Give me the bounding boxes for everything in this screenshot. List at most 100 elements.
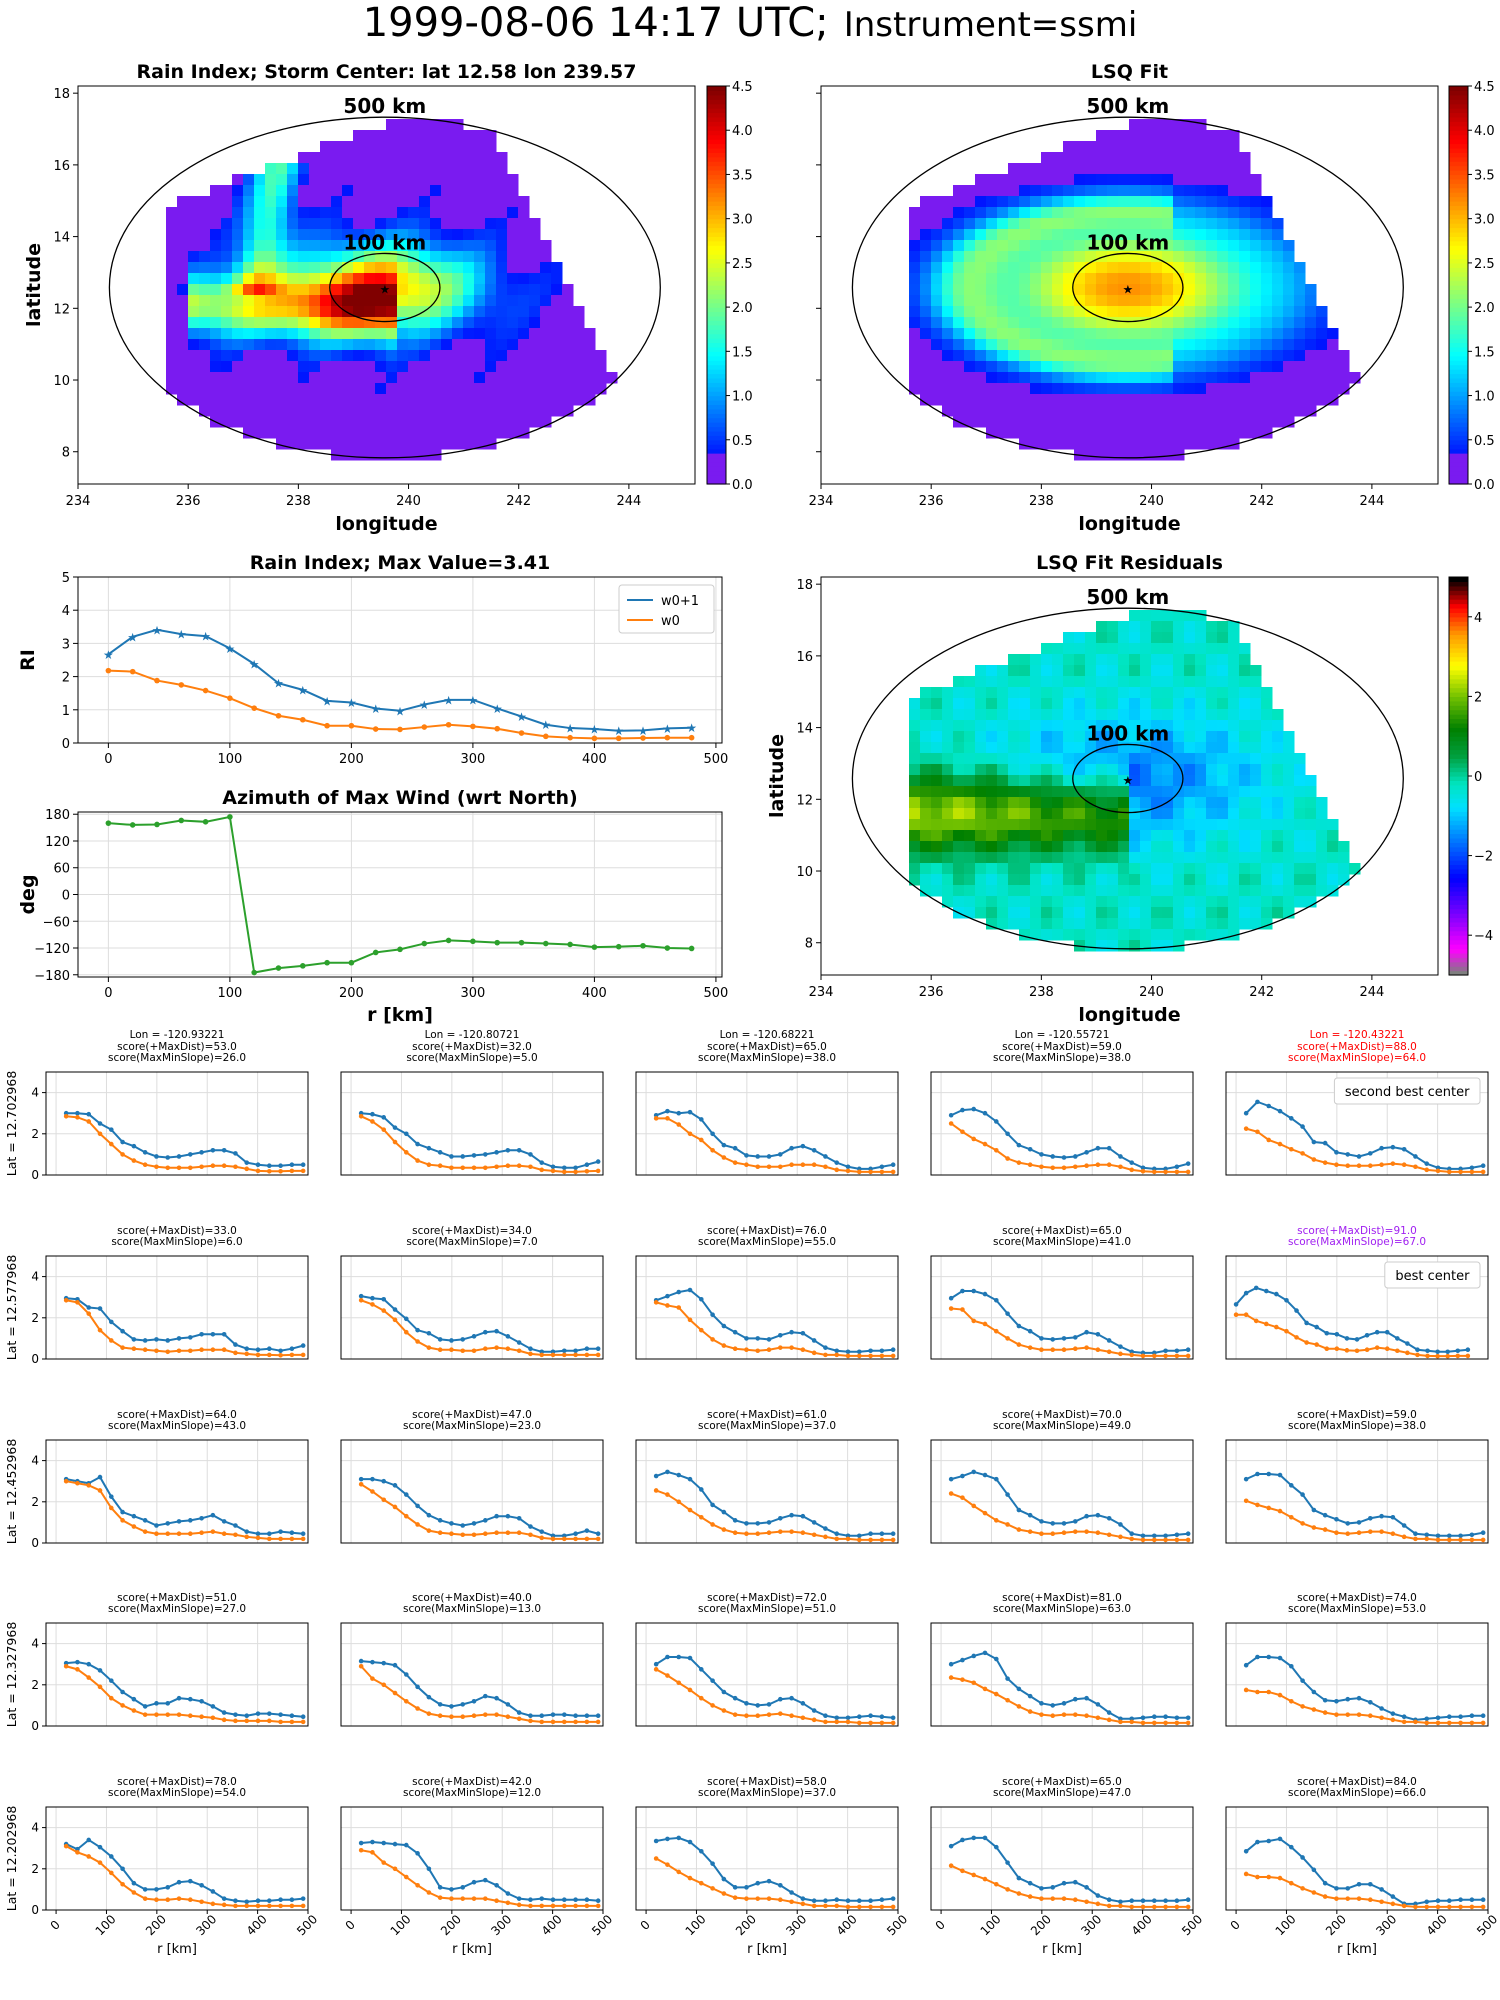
rain_index_profile-xtick-label: 400 <box>582 752 607 767</box>
grid-cell-point <box>857 1714 862 1720</box>
lsq_fit_residuals_map-cell <box>1217 654 1229 666</box>
lsq_fit_map-cell <box>1261 295 1273 307</box>
grid-cell-point <box>154 1154 159 1159</box>
rain_index_map-cell <box>551 339 563 351</box>
grid-cell-point <box>595 1168 601 1174</box>
lsq_fit_map-cell <box>1338 361 1350 373</box>
rain_index_map-cell <box>474 295 486 307</box>
lsq_fit_residuals_map-cell <box>1316 885 1328 897</box>
lsq_fit_map-cell <box>997 251 1009 263</box>
rain_index_map-cell <box>441 284 453 296</box>
lsq_fit_map-colorbar-step <box>1449 254 1468 260</box>
lsq_fit_residuals_map-cell <box>1239 665 1251 677</box>
lsq_fit_residuals_map-cell <box>1173 676 1185 688</box>
lsq_fit_map-cell <box>1129 207 1141 219</box>
rain_index_map-cell <box>166 328 178 340</box>
grid-cell-point <box>676 1305 682 1310</box>
rain_index_map-cell <box>243 306 255 318</box>
lsq_fit_residuals_map-xtick-label: 234 <box>809 985 834 1000</box>
lsq_fit_map-cell <box>1294 372 1306 384</box>
lsq_fit_map-cell <box>1096 152 1108 164</box>
grid-cell-point <box>960 1288 965 1294</box>
rain_index_profile-ytick-label: 2 <box>62 671 70 686</box>
lsq_fit_residuals_map-cell <box>1140 841 1152 853</box>
lsq_fit_residuals_map-cell <box>986 885 998 897</box>
rain_index_map-cell <box>452 185 464 197</box>
lsq_fit_residuals_map-cell <box>997 797 1009 809</box>
lsq_fit_map-cell <box>1283 350 1295 362</box>
lsq_fit_residuals_map-cell <box>1030 676 1042 688</box>
lsq_fit_map-cell <box>997 350 1009 362</box>
lsq_fit_residuals_map-cell <box>1195 896 1207 908</box>
lsq_fit_map-cell <box>1305 394 1317 406</box>
rain_index_map-cell <box>353 350 365 362</box>
lsq_fit_map-cell <box>953 372 965 384</box>
rain_index_map-cell <box>529 372 541 384</box>
lsq_fit_map-cell <box>1041 251 1053 263</box>
grid-cell: score(+MaxDist)=42.0score(MaxMinSlope)=1… <box>340 1776 615 1957</box>
lsq_fit_map-cell <box>1063 284 1075 296</box>
grid-cell-point <box>494 1695 499 1701</box>
rain_index_map-cell <box>287 383 299 395</box>
grid-cell-point <box>539 1160 545 1165</box>
lsq_fit_residuals_map-cell <box>1195 687 1207 699</box>
grid-cell-point <box>1311 1525 1317 1530</box>
lsq_fit_residuals_map-cell <box>1239 643 1251 655</box>
grid-cell-point <box>426 1512 432 1518</box>
rain_index_map-colorbar-step <box>707 280 726 286</box>
rain_index_map-cell <box>276 306 288 318</box>
grid-cell-point <box>665 1654 670 1660</box>
grid-cell-point <box>539 1896 545 1901</box>
lsq_fit_residuals_map-cell <box>964 863 976 875</box>
lsq_fit_map-cell <box>1107 405 1119 417</box>
lsq_fit_residuals_map-cell <box>1019 797 1031 809</box>
rain_index_map-cell <box>496 328 508 340</box>
grid-cell-point <box>505 1513 511 1519</box>
grid-cell-point <box>823 1713 828 1718</box>
grid-cell-point <box>1424 1161 1430 1166</box>
lsq_fit_residuals_map-cell <box>986 852 998 864</box>
lsq_fit_residuals_map-cell <box>1140 632 1152 644</box>
grid-cell-point <box>766 1154 772 1159</box>
grid-cell-point <box>1027 1146 1033 1152</box>
rain_index_map-cell <box>529 328 541 340</box>
lsq_fit_residuals_map-cell <box>953 896 965 908</box>
grid-cell-point <box>1324 1346 1330 1351</box>
lsq_fit_residuals_map-cell <box>931 742 943 754</box>
lsq_fit_residuals_map-cell <box>1129 632 1141 644</box>
lsq_fit_residuals_map-cell <box>1052 654 1064 666</box>
grid-cell-point <box>800 1162 806 1167</box>
lsq_fit_map-cell <box>1151 328 1163 340</box>
lsq_fit_residuals_map-cell <box>1118 797 1130 809</box>
grid-cell-point <box>1027 1894 1033 1899</box>
lsq_fit_map-cell <box>1129 229 1141 241</box>
lsq_fit_residuals_map-label-500km: 500 km <box>1086 585 1169 609</box>
grid-cell-point <box>267 1352 272 1358</box>
lsq_fit_residuals_map-cell <box>1338 841 1350 853</box>
grid-cell-point <box>278 1712 283 1717</box>
lsq_fit_residuals_map-cell <box>1184 731 1196 743</box>
lsq_fit_map-colorbar-step <box>1449 156 1468 162</box>
rain_index_map-cell <box>342 350 354 362</box>
grid-cell-point <box>1243 1110 1249 1116</box>
grid-cell-point <box>63 1297 69 1303</box>
lsq_fit_residuals_map-cell <box>1162 819 1174 831</box>
lsq_fit_residuals_map-cell <box>1173 632 1185 644</box>
lsq_fit_residuals_map-cell <box>1217 731 1229 743</box>
lsq_fit_map-colorbar-step <box>1449 236 1468 242</box>
lsq_fit_residuals_map-cell <box>986 698 998 710</box>
grid-cell-point <box>845 1353 851 1359</box>
lsq_fit_map-cell <box>1030 229 1042 241</box>
lsq_fit_residuals_map-cell <box>920 731 932 743</box>
lsq_fit_residuals_map-cell <box>1107 621 1119 633</box>
lsq_fit_map-cell <box>1206 438 1218 450</box>
lsq_fit_residuals_map-colorbar-step <box>1449 736 1468 742</box>
lsq_fit_map-cell <box>1184 240 1196 252</box>
grid-cell-point <box>982 1650 988 1656</box>
rain_index_map-cell <box>430 405 442 417</box>
grid-cell-point <box>494 1882 499 1888</box>
grid-cell-point <box>131 1696 137 1702</box>
rain_index_map-cell <box>375 152 387 164</box>
lsq_fit_map-cell <box>1173 383 1185 395</box>
rain_index_map-cell <box>331 185 343 197</box>
